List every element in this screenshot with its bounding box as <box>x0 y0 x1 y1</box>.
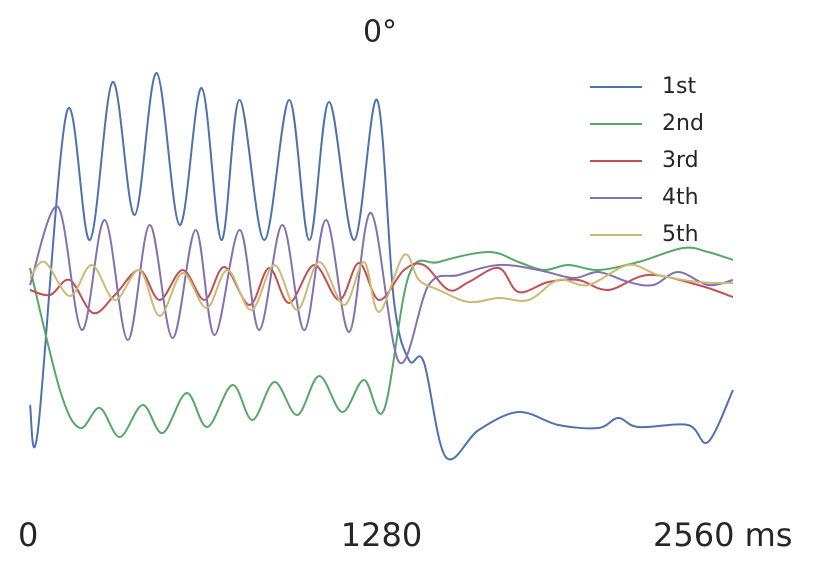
series-line <box>29 71 734 461</box>
x-tick-label: 2560 ms <box>653 516 792 554</box>
series-line <box>29 253 734 317</box>
legend-label: 3rd <box>662 148 699 173</box>
legend-label: 5th <box>662 222 699 247</box>
x-tick-label: 0 <box>18 516 38 554</box>
chart-title: 0° <box>363 15 397 50</box>
legend-label: 2nd <box>662 111 704 136</box>
series-line <box>29 246 734 438</box>
legend-label: 1st <box>662 74 696 99</box>
series-line <box>29 205 734 365</box>
x-tick-label: 1280 <box>341 516 422 554</box>
legend-label: 4th <box>662 185 699 210</box>
